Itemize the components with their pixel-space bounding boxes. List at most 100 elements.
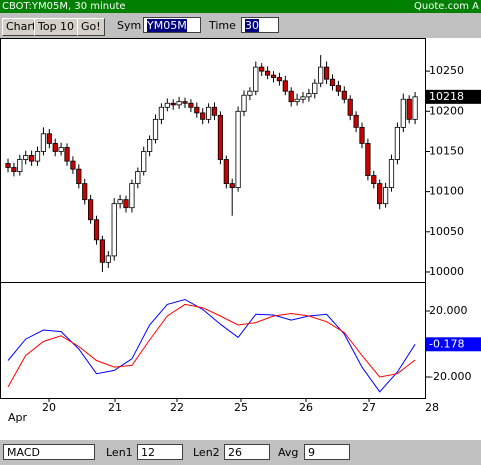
panel-frame [0, 282, 426, 399]
candle-body [288, 90, 294, 103]
candle-body [265, 70, 271, 76]
candle-body [188, 102, 194, 108]
len2-label: Len2 [193, 446, 220, 459]
candle-body [117, 199, 123, 205]
candle-body [382, 187, 389, 205]
x-tick-label: 20 [42, 401, 56, 414]
candle-body [182, 101, 188, 104]
x-tick-label: 27 [362, 401, 376, 414]
last-value-label: -0.178 [429, 337, 464, 350]
candle-body [17, 159, 23, 172]
candle-body [294, 98, 300, 103]
candle-body [46, 133, 52, 144]
candle-body [99, 239, 106, 263]
candle-body [64, 147, 70, 162]
candle-body [58, 147, 64, 152]
x-axis-label: Apr [8, 411, 28, 424]
candle-body [111, 203, 117, 257]
candle-body [235, 110, 241, 189]
candle-body [70, 160, 76, 170]
candle-body [312, 82, 318, 95]
time-select[interactable]: 30 [241, 17, 279, 33]
candle-body [88, 199, 94, 221]
candle-body [300, 96, 306, 100]
candle-body [371, 175, 377, 184]
candle-body [241, 94, 247, 112]
x-tick-label: 28 [425, 401, 439, 414]
candle-body [82, 183, 88, 201]
candle-body [400, 98, 406, 128]
candle-body [23, 155, 29, 160]
macd-line [7, 298, 416, 393]
candle-body [282, 80, 288, 92]
candle-body [158, 106, 165, 120]
footer: MACD Len1 12 Len2 26 Avg 9 [0, 440, 481, 465]
len1-input[interactable]: 12 [137, 444, 183, 460]
indicator-select[interactable]: MACD [3, 444, 95, 460]
last-value-label: 10218 [429, 90, 464, 103]
candle-body [76, 168, 82, 184]
candle-body [40, 133, 47, 152]
candle-body [247, 90, 253, 96]
candle-body [318, 66, 324, 84]
candle-body [394, 126, 400, 160]
candle-body [341, 90, 347, 100]
candle-body [206, 106, 212, 120]
candle-body [29, 155, 35, 162]
candle-body [329, 78, 336, 86]
candle-body [223, 159, 229, 184]
candle-body [129, 183, 135, 209]
candle-body [270, 74, 277, 78]
candle-body [406, 98, 412, 120]
candle-body [152, 118, 159, 140]
time-label: Time [209, 19, 236, 32]
candle-body [253, 66, 259, 92]
y-tick-label: 10150 [429, 144, 464, 157]
y-tick-label: 10100 [429, 185, 464, 198]
len2-input[interactable]: 26 [224, 444, 270, 460]
avg-label: Avg [278, 446, 299, 459]
y-tick-label: 10200 [429, 104, 464, 117]
candle-body [259, 66, 265, 72]
candle-body [34, 151, 41, 162]
last-value-box [426, 89, 481, 104]
candle-body [335, 85, 341, 92]
chart: 10000 10050 10100 10150 10200 10250 10218 20.00… [0, 38, 481, 440]
candle-body [93, 219, 100, 241]
candle-body [11, 167, 17, 172]
candle-body [388, 159, 395, 189]
title-bar: CBOT:YM05M, 30 minute Quote.com A [0, 0, 481, 13]
candle-body [141, 151, 147, 172]
candle-body [306, 93, 312, 98]
time-value: 30 [245, 19, 259, 32]
sym-label: Sym [117, 19, 142, 32]
y-tick-label: 10050 [429, 225, 464, 238]
y-tick-label: 10000 [429, 265, 464, 278]
candle-body [276, 77, 283, 82]
candle-body [377, 183, 383, 205]
candle-body [412, 96, 418, 120]
y-tick-label: 10250 [429, 64, 464, 77]
source: Quote.com A [414, 1, 479, 12]
candle-body [353, 114, 359, 128]
candle-body [194, 106, 200, 114]
title: CBOT:YM05M, 30 minute [2, 1, 126, 12]
candle-body [229, 183, 235, 189]
candle-body [123, 199, 129, 209]
candle-body [135, 171, 141, 184]
avg-input[interactable]: 9 [304, 444, 350, 460]
y-tick-label: 20.000 [429, 304, 468, 317]
last-value-box [426, 337, 481, 352]
x-tick-label: 26 [299, 401, 313, 414]
candle-body [147, 139, 153, 152]
y-tick-label: -20.000 [429, 370, 471, 383]
top10-button[interactable]: Top 10 [34, 18, 79, 36]
x-tick-label: 22 [170, 401, 184, 414]
x-tick-label: 21 [108, 401, 122, 414]
candle-body [52, 143, 58, 152]
candle-body [365, 143, 371, 176]
candle-body [217, 114, 224, 160]
go-button[interactable]: Go! [77, 18, 105, 36]
sym-input[interactable]: YM05M [143, 17, 201, 33]
